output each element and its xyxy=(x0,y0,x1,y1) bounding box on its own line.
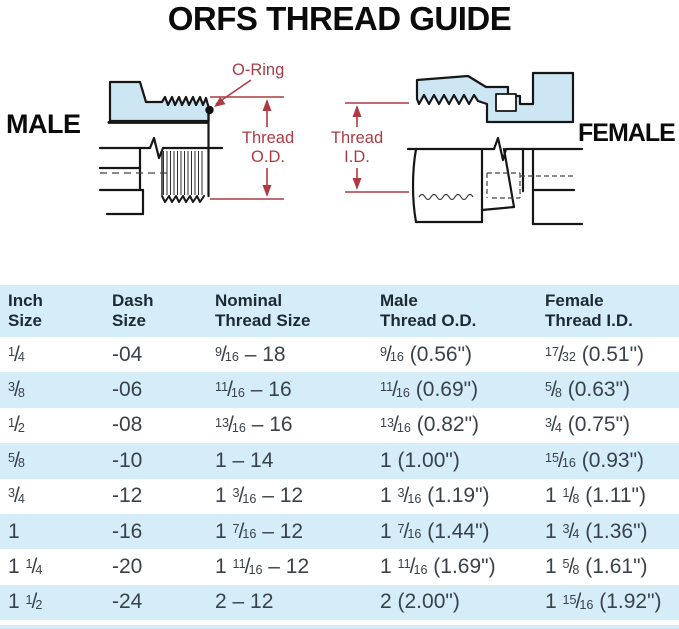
cell-female-id: 5/8 (0.63") xyxy=(545,378,631,402)
cell-male-od: 1 7/16 (1.44") xyxy=(380,519,490,543)
table-row: 1 1/4 -20 1 11/16 – 12 1 11/16 (1.69") 1… xyxy=(0,549,679,584)
o-ring-dot xyxy=(205,105,214,115)
cell-dash-size: -06 xyxy=(112,378,143,402)
cell-female-id: 1 1/8 (1.11") xyxy=(545,484,646,508)
female-label: FEMALE xyxy=(578,119,676,147)
cell-nominal: 1 11/16 – 12 xyxy=(215,555,310,579)
cell-nominal: 1 3/16 – 12 xyxy=(215,484,304,508)
cell-female-id: 17/32 (0.51") xyxy=(545,342,645,366)
cell-female-id: 15/16 (0.93") xyxy=(545,448,645,472)
column-header-inch-size: Inch Size xyxy=(8,290,43,330)
table-bottom-strip xyxy=(0,625,679,629)
o-ring-label: O-Ring xyxy=(232,61,285,79)
cell-nominal: 2 – 12 xyxy=(215,590,274,614)
fitting-diagrams: MALE FEMALE O-Ring Thread O.D. Thread I.… xyxy=(0,0,679,240)
cell-dash-size: -20 xyxy=(112,555,143,579)
cell-dash-size: -08 xyxy=(112,413,143,437)
cell-inch-size: 1 1/4 xyxy=(8,555,43,579)
cell-inch-size: 3/8 xyxy=(8,378,25,402)
column-header-dash-size: Dash Size xyxy=(112,290,154,330)
cell-female-id: 1 5/8 (1.61") xyxy=(545,555,648,579)
cell-female-id: 1 3/4 (1.36") xyxy=(545,519,648,543)
cell-inch-size: 1 xyxy=(8,519,20,543)
table-row: 3/8 -06 11/16 – 16 11/16 (0.69") 5/8 (0.… xyxy=(0,372,679,408)
table-row: 3/4 -12 1 3/16 – 12 1 3/16 (1.19") 1 1/8… xyxy=(0,479,679,514)
cell-inch-size: 1/4 xyxy=(8,342,25,366)
column-header-nominal-thread: Nominal Thread Size xyxy=(215,290,311,330)
cell-male-od: 13/16 (0.82") xyxy=(380,413,480,437)
cell-nominal: 11/16 – 16 xyxy=(215,378,292,402)
cell-male-od: 2 (2.00") xyxy=(380,590,460,614)
cell-inch-size: 3/4 xyxy=(8,484,25,508)
cell-dash-size: -12 xyxy=(112,484,143,508)
male-label: MALE xyxy=(6,109,81,139)
cell-nominal: 9/16 – 18 xyxy=(215,342,286,366)
page-title: ORFS THREAD GUIDE xyxy=(167,0,512,37)
column-header-male-thread-od: Male Thread O.D. xyxy=(380,290,477,330)
cell-inch-size: 1/2 xyxy=(8,413,25,437)
cell-female-id: 3/4 (0.75") xyxy=(545,413,631,437)
cell-dash-size: -16 xyxy=(112,519,143,543)
table-row: 1/2 -08 13/16 – 16 13/16 (0.82") 3/4 (0.… xyxy=(0,408,679,443)
cell-dash-size: -24 xyxy=(112,590,143,614)
table-row: 1 -16 1 7/16 – 12 1 7/16 (1.44") 1 3/4 (… xyxy=(0,513,679,550)
table-row: 1/4 -04 9/16 – 18 9/16 (0.56") 17/32 (0.… xyxy=(0,337,679,372)
cell-male-od: 11/16 (0.69") xyxy=(380,378,479,402)
table-row: 5/8 -10 1 – 14 1 (1.00") 15/16 (0.93") xyxy=(0,443,679,479)
cell-male-od: 9/16 (0.56") xyxy=(380,342,473,366)
cell-inch-size: 1 1/2 xyxy=(8,590,43,614)
column-header-female-thread-id: Female Thread I.D. xyxy=(545,290,633,330)
cell-male-od: 1 3/16 (1.19") xyxy=(380,484,490,508)
thread-od-label: Thread O.D. xyxy=(241,129,295,166)
cell-male-od: 1 11/16 (1.69") xyxy=(380,555,496,579)
fitting-cross-section-drawing xyxy=(98,71,584,226)
table-row: 1 1/2 -24 2 – 12 2 (2.00") 1 15/16 (1.92… xyxy=(0,584,679,621)
cell-nominal: 1 7/16 – 12 xyxy=(215,519,304,543)
cell-female-id: 1 15/16 (1.92") xyxy=(545,590,662,614)
cell-dash-size: -04 xyxy=(112,342,143,366)
cell-nominal: 1 – 14 xyxy=(215,448,274,472)
table-header-row: Inch Size Dash Size Nominal Thread Size … xyxy=(0,285,679,337)
cell-dash-size: -10 xyxy=(112,448,143,472)
cell-inch-size: 5/8 xyxy=(8,448,25,472)
thread-id-label: Thread I.D. xyxy=(330,129,384,166)
cell-nominal: 13/16 – 16 xyxy=(215,413,293,437)
cell-male-od: 1 (1.00") xyxy=(380,448,460,472)
table-body: 1/4 -04 9/16 – 18 9/16 (0.56") 17/32 (0.… xyxy=(0,337,679,621)
